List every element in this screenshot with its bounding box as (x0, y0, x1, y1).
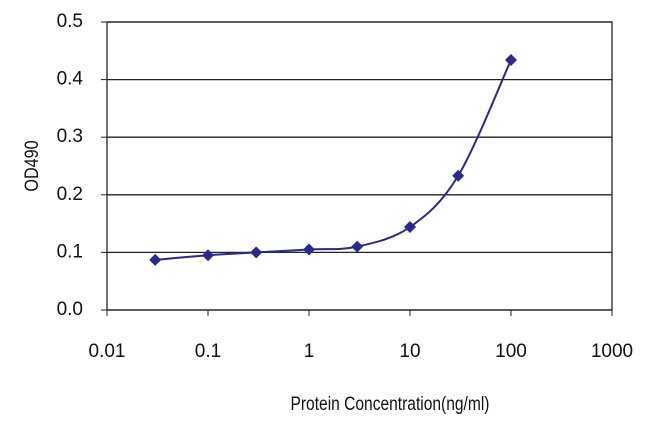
y-tick-label: 0.1 (57, 241, 83, 262)
series-line (155, 59, 512, 261)
x-tick-label: 0.01 (89, 341, 126, 362)
x-axis-label: Protein Concentration(ng/ml) (290, 393, 489, 415)
data-point (149, 253, 162, 266)
y-tick-label: 0.3 (57, 126, 83, 147)
y-tick-label: 0.5 (57, 11, 83, 32)
y-tick-label: 0.0 (57, 299, 83, 320)
x-tick-label: 100 (495, 341, 527, 362)
x-tick-label: 10 (399, 341, 420, 362)
data-point (351, 240, 364, 253)
data-point (404, 221, 416, 234)
y-tick-label: 0.4 (57, 69, 84, 90)
data-point (303, 243, 315, 256)
x-tick-label: 1000 (591, 341, 633, 362)
y-axis-label: OD490 (21, 140, 43, 191)
data-point (202, 249, 214, 262)
x-tick-label: 0.1 (195, 341, 221, 362)
x-tick-label: 1 (304, 341, 315, 362)
data-point (250, 246, 263, 259)
plot-area (106, 21, 613, 311)
y-tick-label: 0.2 (57, 184, 83, 205)
data-point (505, 54, 517, 67)
data-point (452, 169, 465, 182)
